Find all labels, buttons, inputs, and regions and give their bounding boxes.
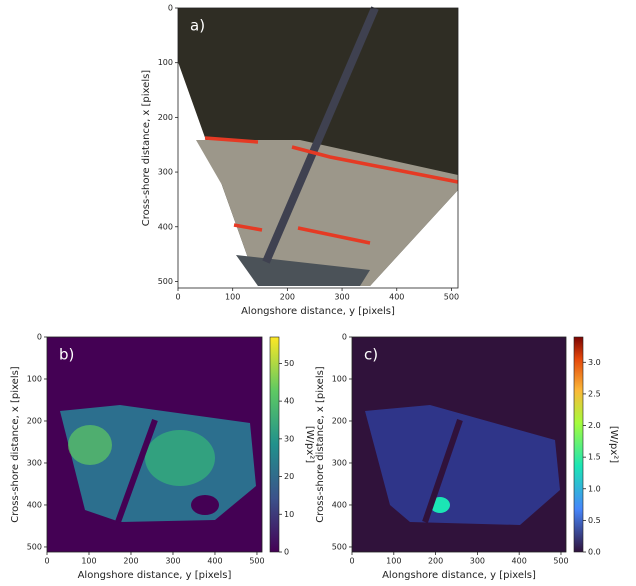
x-tick-label: 200 — [280, 293, 295, 302]
y-tick-label: 0 — [37, 333, 42, 342]
x-axis-title: Alongshore distance, y [pixels] — [78, 570, 232, 581]
panel-label: c) — [364, 346, 378, 364]
panel-label: b) — [59, 346, 74, 364]
colorbar-tick-label: 1.0 — [588, 484, 601, 493]
x-tick-label: 0 — [175, 293, 180, 302]
y-tick-label: 300 — [27, 458, 42, 467]
heatmap — [352, 337, 566, 552]
y-tick-label: 500 — [27, 542, 42, 551]
colorbar-tick-label: 20 — [284, 472, 294, 481]
x-tick-label: 0 — [44, 557, 49, 566]
figure: a)01002003004005000100200300400500Alongs… — [0, 0, 636, 586]
colorbar-label: [W/px²] — [608, 426, 619, 463]
colorbar-tick-label: 30 — [284, 434, 294, 443]
x-tick-label: 300 — [334, 293, 349, 302]
y-tick-label: 200 — [332, 416, 347, 425]
x-tick-label: 500 — [249, 557, 264, 566]
x-axis-title: Alongshore distance, y [pixels] — [382, 570, 536, 581]
x-tick-label: 500 — [553, 557, 568, 566]
y-tick-label: 100 — [158, 58, 173, 67]
y-tick-label: 100 — [27, 374, 42, 383]
x-axis-title: Alongshore distance, y [pixels] — [241, 306, 395, 317]
colorbar-tick-label: 3.0 — [588, 358, 601, 367]
x-tick-label: 100 — [225, 293, 240, 302]
colorbar-tick-label: 40 — [284, 397, 294, 406]
x-tick-label: 300 — [470, 557, 485, 566]
y-axis-title: Cross-shore distance, x [pixels] — [10, 366, 21, 523]
y-axis-title: Cross-shore distance, x [pixels] — [315, 366, 326, 523]
colorbar-tick-label: 50 — [284, 359, 294, 368]
x-tick-label: 200 — [428, 557, 443, 566]
x-tick-label: 500 — [444, 293, 459, 302]
y-tick-label: 0 — [342, 333, 347, 342]
colorbar-tick-label: 2.5 — [588, 389, 601, 398]
y-tick-label: 400 — [27, 500, 42, 509]
x-tick-label: 100 — [81, 557, 96, 566]
x-tick-label: 200 — [123, 557, 138, 566]
colorbar-tick-label: 0.0 — [588, 548, 601, 557]
x-tick-label: 400 — [512, 557, 527, 566]
x-tick-label: 400 — [207, 557, 222, 566]
y-tick-label: 300 — [332, 458, 347, 467]
panel-label: a) — [190, 17, 205, 35]
colorbar-tick-label: 0 — [284, 548, 289, 557]
colorbar-tick-label: 1.5 — [588, 453, 601, 462]
y-tick-label: 200 — [27, 416, 42, 425]
colorbar — [574, 337, 583, 552]
colorbar-tick-label: 0.5 — [588, 516, 601, 525]
y-tick-label: 300 — [158, 168, 173, 177]
heatmap — [47, 337, 262, 552]
y-tick-label: 400 — [158, 222, 173, 231]
y-tick-label: 200 — [158, 113, 173, 122]
y-tick-label: 400 — [332, 500, 347, 509]
x-tick-label: 100 — [386, 557, 401, 566]
photo — [178, 8, 458, 286]
y-axis-title: Cross-shore distance, x [pixels] — [141, 70, 152, 227]
x-tick-label: 300 — [165, 557, 180, 566]
colorbar-tick-label: 10 — [284, 510, 294, 519]
colorbar-tick-label: 2.0 — [588, 421, 601, 430]
y-tick-label: 500 — [158, 277, 173, 286]
colorbar-label: [W/px²] — [304, 426, 315, 463]
y-tick-label: 100 — [332, 374, 347, 383]
x-tick-label: 0 — [349, 557, 354, 566]
y-tick-label: 0 — [168, 4, 173, 13]
colorbar — [270, 337, 279, 552]
x-tick-label: 400 — [389, 293, 404, 302]
y-tick-label: 500 — [332, 542, 347, 551]
